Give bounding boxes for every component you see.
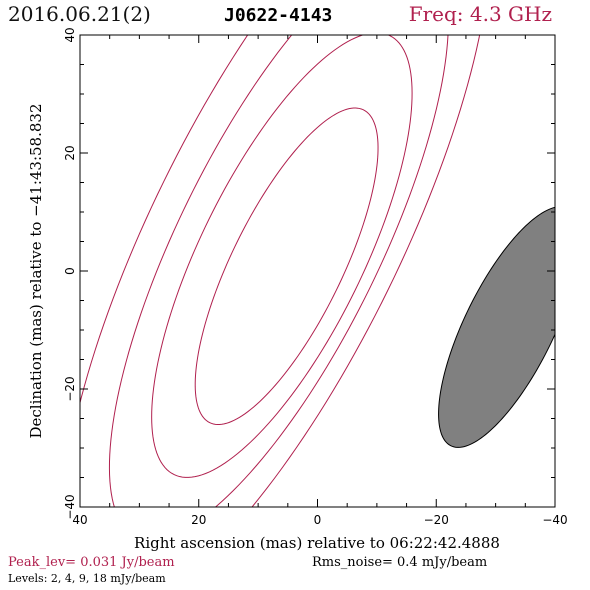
contour-9-mjy xyxy=(151,35,413,478)
contour-18-mjy xyxy=(194,107,379,426)
contour-2-mjy xyxy=(80,35,481,507)
header-date: 2016.06.21(2) xyxy=(8,2,151,26)
y-tick-label: −20 xyxy=(63,376,77,401)
y-tick-label: 40 xyxy=(63,27,77,42)
x-tick-label: 0 xyxy=(314,513,322,527)
contour-layer xyxy=(80,35,481,507)
peak-level: Peak_lev= 0.031 Jy/beam xyxy=(8,555,175,570)
x-tick-label: −20 xyxy=(424,513,449,527)
header-frequency: Freq: 4.3 GHz xyxy=(408,2,552,26)
header-source-name: J0622-4143 xyxy=(224,5,333,26)
tick-layer: 40 20 0 −20 −40 −40 −20 0 20 40 xyxy=(63,27,568,527)
x-tick-label: 20 xyxy=(191,513,206,527)
x-tick-label: −40 xyxy=(542,513,567,527)
y-tick-label: 0 xyxy=(63,267,77,275)
x-axis-title: Right ascension (mas) relative to 06:22:… xyxy=(134,534,500,552)
y-axis-title: Declination (mas) relative to −41:43:58.… xyxy=(27,103,45,438)
rms-noise: Rms_noise= 0.4 mJy/beam xyxy=(312,555,488,570)
beam-ellipse xyxy=(438,206,555,448)
contour-4-mjy xyxy=(108,35,449,507)
beam-layer xyxy=(438,206,555,448)
x-tick-label: 40 xyxy=(72,513,87,527)
y-tick-label: −40 xyxy=(63,494,77,519)
contour-levels: Levels: 2, 4, 9, 18 mJy/beam xyxy=(8,572,166,585)
y-tick-label: 20 xyxy=(63,145,77,160)
